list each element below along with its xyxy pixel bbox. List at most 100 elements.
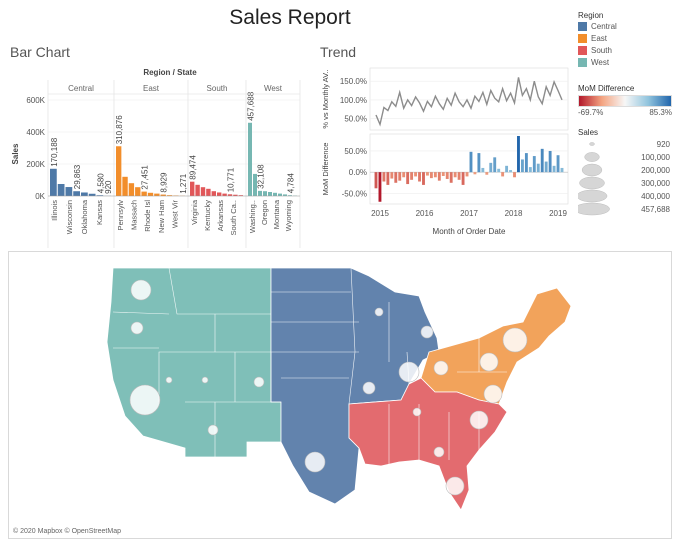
bubble-minnesota[interactable] bbox=[374, 307, 384, 317]
mom-bar[interactable] bbox=[485, 172, 489, 175]
mom-bar[interactable] bbox=[556, 155, 560, 173]
bar[interactable] bbox=[288, 195, 292, 196]
mom-bar[interactable] bbox=[414, 172, 418, 177]
bubble-ohio[interactable] bbox=[433, 360, 449, 376]
mom-bar[interactable] bbox=[540, 148, 544, 173]
bar[interactable] bbox=[217, 192, 222, 196]
region-legend-item[interactable]: West bbox=[578, 56, 678, 68]
bar[interactable] bbox=[88, 193, 96, 196]
bar[interactable] bbox=[116, 146, 122, 196]
mom-bar[interactable] bbox=[402, 172, 406, 178]
mom-bar[interactable] bbox=[461, 172, 465, 185]
mom-bar[interactable] bbox=[524, 153, 528, 173]
region-legend-item[interactable]: East bbox=[578, 32, 678, 44]
bubble-tennessee[interactable] bbox=[412, 407, 422, 417]
mom-bar[interactable] bbox=[441, 172, 445, 176]
bar[interactable] bbox=[190, 181, 195, 196]
mom-bar[interactable] bbox=[394, 172, 398, 183]
bubble-california[interactable] bbox=[129, 384, 161, 416]
mom-bar[interactable] bbox=[560, 167, 564, 173]
bar[interactable] bbox=[211, 191, 216, 196]
region-legend-item[interactable]: South bbox=[578, 44, 678, 56]
region-south[interactable] bbox=[348, 377, 508, 511]
bar[interactable] bbox=[253, 173, 257, 196]
bar[interactable] bbox=[227, 194, 233, 196]
bar[interactable] bbox=[141, 191, 147, 196]
bubble-nevada[interactable] bbox=[165, 376, 173, 384]
mom-bar[interactable] bbox=[469, 151, 473, 173]
trend-line-series[interactable] bbox=[375, 77, 563, 127]
mom-bar[interactable] bbox=[497, 168, 501, 173]
sales-bubbles[interactable] bbox=[129, 279, 528, 496]
bar[interactable] bbox=[278, 193, 282, 196]
bar[interactable] bbox=[135, 187, 141, 196]
mom-bar[interactable] bbox=[493, 157, 497, 173]
mom-bar[interactable] bbox=[505, 165, 509, 173]
mom-bar[interactable] bbox=[536, 163, 540, 173]
bar[interactable] bbox=[263, 191, 267, 196]
mom-bar[interactable] bbox=[382, 172, 386, 182]
bar[interactable] bbox=[248, 122, 252, 196]
mom-bar[interactable] bbox=[426, 172, 429, 176]
bar[interactable] bbox=[200, 187, 206, 196]
bar[interactable] bbox=[166, 195, 173, 196]
bubble-new-york[interactable] bbox=[502, 327, 528, 353]
mom-bar[interactable] bbox=[398, 172, 402, 181]
mom-bar[interactable] bbox=[473, 172, 477, 175]
bubble-georgia[interactable] bbox=[433, 446, 445, 458]
bar[interactable] bbox=[65, 187, 73, 196]
bubble-missouri[interactable] bbox=[362, 381, 376, 395]
bar[interactable] bbox=[128, 183, 135, 196]
mom-bar[interactable] bbox=[378, 172, 382, 202]
bubble-illinois[interactable] bbox=[398, 361, 420, 383]
bar[interactable] bbox=[283, 194, 287, 196]
bar[interactable] bbox=[147, 192, 154, 196]
mom-bar[interactable] bbox=[418, 172, 421, 182]
mom-bar[interactable] bbox=[386, 172, 390, 185]
bubble-colorado[interactable] bbox=[253, 376, 265, 388]
bar[interactable] bbox=[122, 176, 128, 196]
bubble-virginia[interactable] bbox=[483, 384, 503, 404]
mom-bar[interactable] bbox=[390, 172, 394, 179]
bubble-texas[interactable] bbox=[304, 451, 326, 473]
bar[interactable] bbox=[233, 194, 238, 196]
bar[interactable] bbox=[160, 194, 166, 196]
mom-bar[interactable] bbox=[489, 162, 493, 173]
sales-map[interactable]: © 2020 Mapbox © OpenStreetMap bbox=[8, 251, 672, 539]
mom-bar[interactable] bbox=[429, 172, 433, 179]
mom-bar[interactable] bbox=[449, 172, 453, 183]
bar[interactable] bbox=[238, 195, 243, 196]
mom-bar[interactable] bbox=[453, 172, 457, 178]
mom-bar[interactable] bbox=[445, 172, 449, 179]
mom-bar[interactable] bbox=[433, 172, 437, 178]
mom-bar[interactable] bbox=[481, 167, 485, 173]
bar[interactable] bbox=[222, 193, 227, 196]
bar[interactable] bbox=[81, 192, 88, 196]
bar[interactable] bbox=[96, 195, 104, 196]
mom-bar[interactable] bbox=[457, 172, 461, 180]
mom-bar[interactable] bbox=[422, 172, 425, 185]
bar[interactable] bbox=[258, 190, 262, 196]
bubble-oregon[interactable] bbox=[130, 321, 144, 335]
mom-bar[interactable] bbox=[544, 161, 548, 173]
mom-bar[interactable] bbox=[548, 150, 552, 173]
mom-bar[interactable] bbox=[465, 172, 469, 177]
mom-bar[interactable] bbox=[532, 156, 536, 173]
mom-bar[interactable] bbox=[477, 153, 481, 173]
bubble-florida[interactable] bbox=[445, 476, 465, 496]
mom-bar[interactable] bbox=[437, 172, 441, 181]
bubble-pennsylvania[interactable] bbox=[479, 352, 499, 372]
bar[interactable] bbox=[206, 188, 211, 196]
mom-bar[interactable] bbox=[501, 172, 505, 177]
mom-bar[interactable] bbox=[528, 167, 532, 173]
bar[interactable] bbox=[154, 193, 160, 196]
mom-bar[interactable] bbox=[410, 172, 414, 180]
us-map-svg[interactable] bbox=[9, 252, 671, 538]
mom-bar[interactable] bbox=[520, 159, 524, 173]
mom-bar[interactable] bbox=[552, 165, 556, 173]
mom-bar[interactable] bbox=[509, 170, 512, 173]
mom-bar[interactable] bbox=[513, 172, 516, 178]
bar[interactable] bbox=[268, 192, 272, 196]
bubble-arizona[interactable] bbox=[207, 424, 219, 436]
bar[interactable] bbox=[57, 184, 65, 196]
